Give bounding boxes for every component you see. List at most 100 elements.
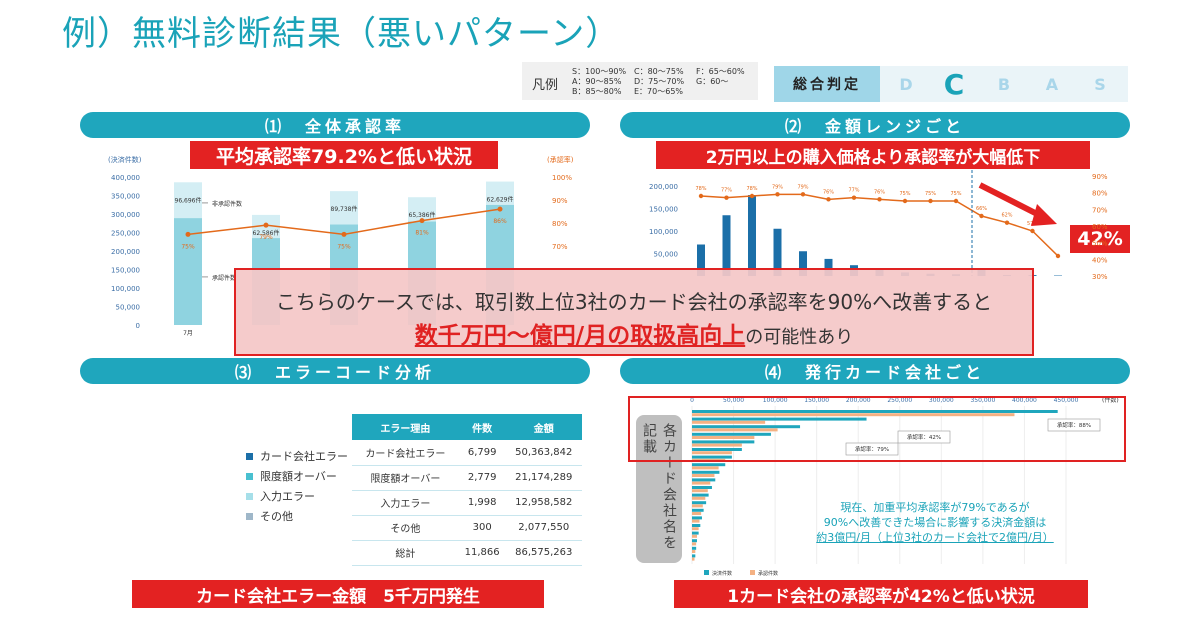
payment-count-bar <box>692 524 701 527</box>
table-header-cell: エラー理由 <box>352 414 459 440</box>
rate-point <box>1004 220 1010 225</box>
section2-header: ⑵ 金額レンジごと <box>620 112 1130 138</box>
callout-emphasis: 数千万円〜億円/月の取扱高向上 <box>414 323 746 349</box>
series-label: 非承認件数 <box>212 200 242 208</box>
error-legend-item: 入力エラー <box>246 486 348 506</box>
x-tick-label: 100,000 <box>763 397 788 404</box>
rate-label: 86% <box>493 218 507 225</box>
y-tick-label: 150,000 <box>649 206 678 214</box>
rate-label: 78% <box>746 186 757 192</box>
table-row: その他 300 2,077,550 <box>352 515 582 541</box>
payment-count-bar <box>692 486 712 489</box>
issuer-note: 現在、加重平均承認率が79%であるが 90%へ改善できた場合に影響する決済金額は… <box>770 500 1100 545</box>
y-tick-label: 100,000 <box>649 228 678 236</box>
section3-header: ⑶ エラーコード分析 <box>80 358 590 384</box>
rate-label: 79% <box>259 234 273 241</box>
grade-d: D <box>899 74 913 94</box>
rate-point <box>419 218 425 224</box>
error-legend: カード会社エラー 限度額オーバー 入力エラー その他 <box>246 446 348 526</box>
payment-count-bar <box>692 493 709 497</box>
legend-text: その他 <box>260 510 293 523</box>
x-tick-label: 350,000 <box>970 397 995 404</box>
rate-label: 62% <box>1001 213 1012 219</box>
axis-unit: (件数) <box>1102 396 1119 404</box>
rate-point <box>851 195 857 200</box>
section4-footer: 1カード会社の承認率が42%と低い状況 <box>674 580 1088 608</box>
rate-annotation-box <box>897 430 951 444</box>
legend-label: 凡例 <box>532 78 559 93</box>
table-cell: 300 <box>458 515 506 541</box>
table-cell: 1,998 <box>458 490 506 516</box>
x-tick-label: 0 <box>690 397 694 404</box>
rate-point <box>724 195 729 200</box>
issuer-note-line1: 現在、加重平均承認率が79%であるが <box>840 501 1030 514</box>
table-cell: 21,174,289 <box>505 465 582 491</box>
y2-tick-label: 80% <box>552 220 568 228</box>
approved-count-bar <box>692 489 708 493</box>
y-tick-label: 50,000 <box>654 251 679 259</box>
rate-label: 75% <box>337 243 351 250</box>
rate-point <box>1030 228 1035 234</box>
approved-count-bar <box>692 474 715 477</box>
legend-swatch <box>246 512 253 520</box>
count-bar <box>748 195 756 276</box>
drop-rate-badge: 42% <box>1070 225 1130 253</box>
payment-count-bar <box>692 539 697 543</box>
y-tick-label: 150,000 <box>111 267 140 275</box>
x-tick-label: 450,000 <box>1054 397 1079 404</box>
legend-item: A：90〜85% <box>572 77 622 86</box>
approved-count-bar <box>692 428 778 432</box>
rate-point <box>749 193 755 199</box>
legend-swatch <box>246 452 253 460</box>
table-header-cell: 件数 <box>458 414 506 440</box>
legend-swatch <box>704 570 709 575</box>
improvement-callout: こちらのケースでは、取引数上位3社のカード会社の承認率を90%へ改善すると 数千… <box>234 268 1034 356</box>
legend-swatch <box>750 570 755 575</box>
error-table-body: カード会社エラー 6,799 50,363,842 限度額オーバー 2,779 21,17… <box>352 440 582 566</box>
approved-count-bar <box>692 534 697 538</box>
approved-count-bar <box>692 451 732 455</box>
table-cell: 2,077,550 <box>505 515 582 541</box>
error-code-table: エラー理由 件数 金額 カード会社エラー 6,799 50,363,842 限度額オーバー… <box>352 414 582 566</box>
approved-count-bar <box>692 443 742 447</box>
top-issuers-highlight <box>628 396 1126 462</box>
rate-point <box>979 213 984 219</box>
approved-count-bar <box>692 557 695 561</box>
rate-point <box>1055 253 1061 259</box>
table-row: 総計 11,866 86,575,263 <box>352 540 582 566</box>
y-tick-label: 200,000 <box>649 183 678 191</box>
rate-point <box>902 198 908 204</box>
rate-point <box>775 192 780 197</box>
x-tick-label: 250,000 <box>887 397 912 404</box>
legend-item: D：75〜70% <box>634 77 685 86</box>
payment-count-bar <box>692 455 732 459</box>
count-bar <box>722 215 731 276</box>
legend-item: F：65〜60% <box>696 67 745 76</box>
rate-annotation: 承認率：79% <box>855 445 889 453</box>
rate-label: 77% <box>848 188 859 194</box>
rate-annotation-box <box>845 442 899 456</box>
rate-point <box>826 197 831 202</box>
payment-count-bar <box>692 448 742 451</box>
y2-tick-label: 80% <box>1092 190 1108 198</box>
legend-items: S：100〜90% C：80〜75% F：65〜60% A：90〜85% D：75〜70… <box>572 67 756 96</box>
rate-annotation: 承認率：88% <box>1057 421 1091 429</box>
y2-tick-label: 70% <box>552 243 568 251</box>
rate-label: 75% <box>181 243 195 250</box>
payment-count-bar <box>692 410 1058 413</box>
rate-label: 77% <box>721 188 732 194</box>
payment-count-bar <box>692 501 707 505</box>
callout-line1: こちらのケースでは、取引数上位3社のカード会社の承認率を90%へ改善すると <box>275 290 993 314</box>
rate-annotation: 承認率：42% <box>907 433 941 441</box>
legend-text: 入力エラー <box>260 490 315 503</box>
payment-count-bar <box>692 516 702 520</box>
legend-item: S：100〜90% <box>572 67 627 76</box>
approved-count-bar <box>692 420 766 424</box>
payment-count-bar <box>692 432 771 436</box>
y-tick-label: 400,000 <box>111 174 140 182</box>
issuer-axis-label: 各カード会社名を記載 <box>641 423 677 551</box>
count-bar <box>697 244 705 276</box>
y-tick-label: 200,000 <box>111 248 140 256</box>
error-table-header: エラー理由 件数 金額 <box>352 414 582 440</box>
payment-count-bar <box>692 508 704 512</box>
